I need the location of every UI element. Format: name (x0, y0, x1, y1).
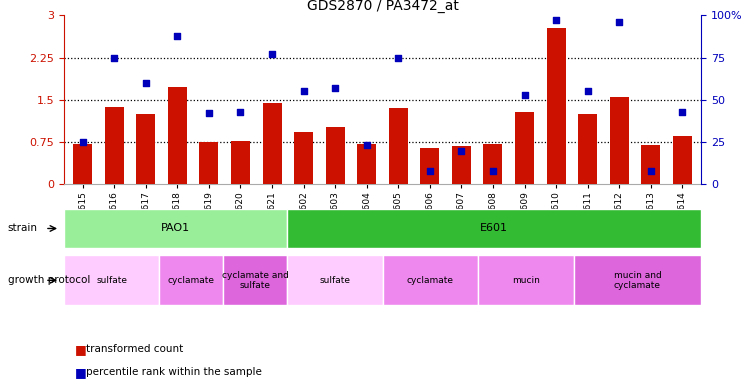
Text: transformed count: transformed count (86, 344, 184, 354)
Bar (673, 136, 692, 184)
Point (76, 139, 88, 145)
Point (582, 88, 594, 94)
Bar (641, 145, 660, 184)
Text: mucin and
cyclamate: mucin and cyclamate (614, 271, 662, 290)
Point (140, 80, 152, 86)
Point (203, 110, 215, 116)
Bar (231, 141, 250, 184)
Bar (610, 97, 628, 184)
Bar (478, 255, 574, 305)
Bar (578, 114, 597, 184)
Text: PAO1: PAO1 (160, 223, 190, 233)
Bar (547, 28, 566, 184)
Bar (382, 255, 478, 305)
Text: cyclamate: cyclamate (406, 276, 454, 285)
Bar (286, 209, 701, 248)
Text: percentile rank within the sample: percentile rank within the sample (86, 367, 262, 377)
Title: GDS2870 / PA3472_at: GDS2870 / PA3472_at (307, 0, 458, 13)
Point (614, 19, 626, 25)
Text: mucin: mucin (512, 276, 540, 285)
Bar (74, 144, 92, 184)
Text: ■: ■ (75, 366, 87, 379)
Text: E601: E601 (480, 223, 508, 233)
Point (298, 88, 310, 94)
Text: strain: strain (8, 223, 38, 233)
Bar (484, 144, 502, 184)
Text: cyclamate and
sulfate: cyclamate and sulfate (221, 271, 289, 290)
Bar (168, 88, 187, 184)
Point (329, 85, 341, 91)
Point (487, 168, 499, 174)
Point (392, 55, 404, 61)
Point (171, 33, 183, 39)
Point (108, 55, 120, 61)
Text: sulfate: sulfate (96, 276, 127, 285)
Point (361, 142, 373, 149)
Bar (136, 114, 155, 184)
Bar (64, 209, 286, 248)
Bar (262, 103, 281, 184)
Bar (105, 107, 124, 184)
Text: growth protocol: growth protocol (8, 275, 90, 285)
Bar (326, 127, 345, 184)
Bar (515, 112, 534, 184)
Point (424, 168, 436, 174)
Point (550, 17, 562, 23)
Bar (224, 255, 286, 305)
Text: ■: ■ (75, 343, 87, 356)
Bar (64, 255, 159, 305)
Point (235, 109, 247, 115)
Point (676, 109, 688, 115)
Bar (200, 142, 218, 184)
Bar (294, 132, 313, 184)
Text: cyclamate: cyclamate (168, 276, 214, 285)
Bar (452, 146, 471, 184)
Bar (574, 255, 701, 305)
Bar (420, 148, 440, 184)
Point (518, 92, 530, 98)
Text: sulfate: sulfate (320, 276, 350, 285)
Bar (159, 255, 224, 305)
Point (645, 168, 657, 174)
Bar (388, 108, 408, 184)
Bar (286, 255, 382, 305)
Bar (357, 144, 376, 184)
Point (455, 147, 467, 154)
Point (266, 51, 278, 57)
